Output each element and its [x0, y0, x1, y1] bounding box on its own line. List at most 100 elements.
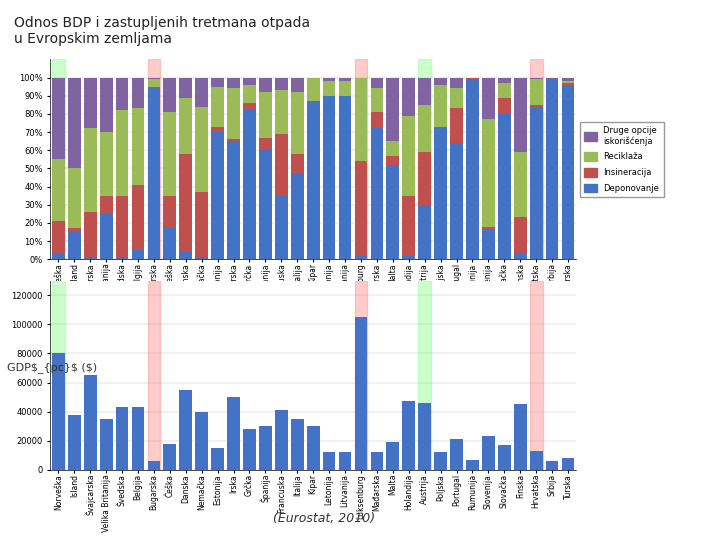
Bar: [434, 78, 447, 85]
Bar: [132, 250, 145, 259]
Text: Odnos BDP i zastupljenih tretmana otpada
u Evropskim zemljama: Odnos BDP i zastupljenih tretmana otpada…: [14, 16, 310, 46]
Bar: [546, 78, 559, 79]
Bar: [148, 79, 161, 86]
Bar: [52, 221, 65, 254]
Bar: [259, 138, 271, 150]
Bar: [259, 92, 271, 138]
Bar: [116, 110, 128, 195]
Bar: [450, 439, 463, 470]
Bar: [562, 81, 575, 83]
Bar: [498, 78, 510, 83]
Bar: [275, 195, 288, 259]
Bar: [291, 174, 304, 259]
Bar: [418, 105, 431, 152]
Bar: [52, 78, 65, 159]
Bar: [355, 161, 367, 255]
Bar: [371, 453, 383, 470]
Bar: [514, 218, 526, 254]
Bar: [562, 83, 575, 85]
Bar: [323, 78, 336, 81]
Bar: [275, 410, 288, 470]
Bar: [179, 78, 192, 98]
Bar: [116, 195, 128, 258]
Bar: [338, 78, 351, 81]
Bar: [418, 205, 431, 259]
Bar: [355, 317, 367, 470]
Bar: [148, 78, 161, 79]
Bar: [498, 114, 510, 259]
Bar: [307, 426, 320, 470]
Bar: [450, 89, 463, 109]
Bar: [68, 228, 81, 232]
Bar: [163, 112, 176, 195]
Bar: [100, 419, 112, 470]
Bar: [148, 86, 161, 259]
Bar: [179, 98, 192, 154]
Bar: [228, 89, 240, 139]
Bar: [84, 129, 96, 212]
Bar: [307, 78, 320, 101]
Bar: [466, 78, 479, 79]
Bar: [514, 152, 526, 218]
Bar: [450, 143, 463, 259]
Bar: [243, 110, 256, 259]
Bar: [546, 461, 559, 470]
Bar: [100, 214, 112, 259]
Bar: [355, 281, 367, 470]
Bar: [371, 89, 383, 112]
Bar: [211, 132, 224, 259]
Bar: [148, 461, 161, 470]
Bar: [259, 150, 271, 259]
Bar: [163, 195, 176, 228]
Bar: [275, 78, 288, 90]
Bar: [243, 103, 256, 110]
Bar: [68, 78, 81, 168]
Bar: [291, 92, 304, 154]
Bar: [482, 230, 495, 259]
Bar: [195, 258, 208, 259]
Bar: [355, 255, 367, 259]
Bar: [338, 81, 351, 96]
Bar: [387, 156, 399, 165]
Bar: [243, 429, 256, 470]
Bar: [498, 445, 510, 470]
Bar: [52, 159, 65, 221]
Bar: [466, 460, 479, 470]
Bar: [530, 451, 543, 470]
Bar: [228, 139, 240, 141]
Bar: [52, 59, 65, 259]
Bar: [562, 458, 575, 470]
Bar: [371, 78, 383, 89]
Bar: [100, 132, 112, 195]
Bar: [482, 226, 495, 230]
Bar: [275, 90, 288, 134]
Bar: [116, 78, 128, 110]
Bar: [259, 426, 271, 470]
Bar: [514, 254, 526, 259]
Bar: [530, 281, 543, 470]
Bar: [132, 185, 145, 250]
Bar: [371, 129, 383, 259]
Bar: [211, 448, 224, 470]
Bar: [195, 78, 208, 106]
Bar: [323, 96, 336, 259]
Bar: [355, 78, 367, 161]
Bar: [275, 134, 288, 195]
Bar: [84, 212, 96, 258]
Bar: [148, 281, 161, 470]
Bar: [338, 453, 351, 470]
Bar: [195, 411, 208, 470]
Bar: [418, 152, 431, 205]
Bar: [228, 78, 240, 89]
Bar: [116, 258, 128, 259]
Bar: [434, 126, 447, 129]
Bar: [466, 79, 479, 259]
Legend: Druge opcije
iskorišćenja, Reciklaža, Insineracija, Deponovanje: Druge opcije iskorišćenja, Reciklaža, In…: [580, 122, 664, 197]
Bar: [450, 109, 463, 143]
Bar: [371, 112, 383, 129]
Bar: [514, 78, 526, 152]
Bar: [132, 109, 145, 185]
Bar: [259, 78, 271, 92]
Bar: [116, 407, 128, 470]
Bar: [195, 192, 208, 258]
